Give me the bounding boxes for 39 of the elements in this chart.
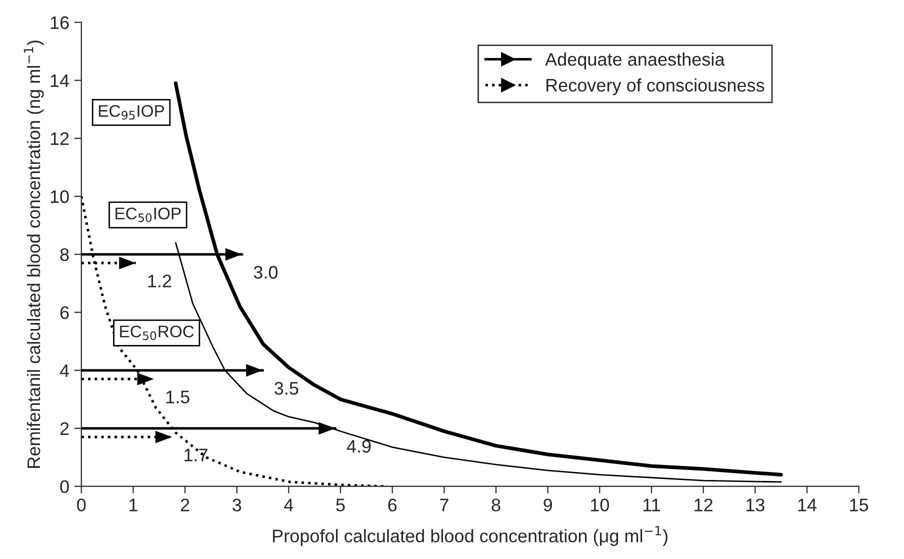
annotation: 1.7 bbox=[184, 448, 208, 462]
annotation: 4.9 bbox=[346, 440, 371, 453]
x-tick-label: 4 bbox=[284, 498, 294, 512]
x-tick-label: 8 bbox=[492, 498, 500, 512]
annotation: 3.0 bbox=[254, 266, 278, 279]
x-tick-label: 3 bbox=[232, 498, 242, 512]
x-tick-label: 1 bbox=[130, 498, 138, 512]
x-tick-label: 15 bbox=[850, 498, 868, 512]
y-tick-label: 0 bbox=[60, 480, 69, 494]
y-tick-label: 2 bbox=[60, 422, 69, 435]
y-tick-label: 8 bbox=[60, 248, 69, 262]
annotation: 1.2 bbox=[148, 274, 172, 288]
annotation: 1.5 bbox=[166, 390, 190, 404]
x-tick-label: 10 bbox=[590, 498, 609, 512]
y-tick-label: 4 bbox=[60, 364, 70, 377]
line-series bbox=[81, 195, 386, 486]
y-tick-label: 6 bbox=[60, 306, 69, 320]
x-tick-label: 13 bbox=[746, 498, 764, 512]
annotation: EC$_{95}$IOP bbox=[98, 105, 164, 120]
x-tick-label: 12 bbox=[694, 498, 712, 512]
y-tick-label: 10 bbox=[50, 190, 69, 204]
y-tick-label: 14 bbox=[50, 74, 70, 87]
legend-label: Adequate anaesthesia bbox=[545, 52, 725, 70]
annotation: EC$_{50}$IOP bbox=[116, 208, 181, 222]
x-tick-label: 0 bbox=[77, 498, 86, 512]
y-tick-label: 16 bbox=[50, 16, 69, 30]
annotation: EC$_{50}$ROC bbox=[120, 326, 194, 340]
y-axis-title: Remifentanil calculated blood concentration (ng ml$^{−1}$) bbox=[24, 40, 44, 468]
x-tick-label: 9 bbox=[544, 498, 552, 512]
x-tick-label: 11 bbox=[643, 498, 660, 512]
x-tick-label: 14 bbox=[798, 498, 816, 512]
x-tick-label: 2 bbox=[180, 498, 190, 512]
x-tick-label: 6 bbox=[388, 498, 397, 512]
annotation: 3.5 bbox=[274, 382, 298, 395]
x-tick-label: 5 bbox=[336, 498, 345, 512]
legend-label: Recovery of consciousness bbox=[546, 78, 764, 96]
y-tick-label: 12 bbox=[50, 132, 69, 145]
x-tick-label: 7 bbox=[440, 498, 448, 512]
x-axis-title: Propofol calculated blood concentration (μg ml$^{−1}$) bbox=[273, 526, 668, 546]
